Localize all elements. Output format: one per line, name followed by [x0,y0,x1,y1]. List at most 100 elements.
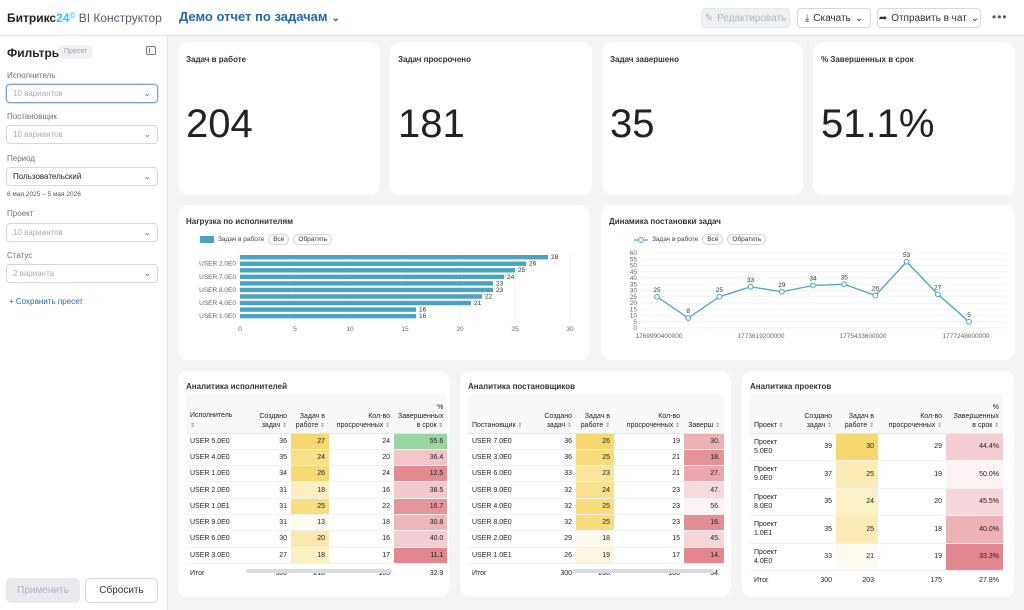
data-point[interactable] [903,258,910,265]
legend-invert-button[interactable]: Обратить [727,234,767,245]
column-header[interactable]: Заверш ⇕ [684,395,724,434]
legend-label[interactable]: Задач в работе [652,236,699,243]
table-row[interactable]: USER 2.0E0 29 18 15 45. [468,530,724,548]
column-header[interactable]: Создано задач ⇕ [243,395,291,434]
table-row[interactable]: USER 4.0E0 32 25 23 56. [468,498,724,515]
table-row[interactable]: USER 1.0E0 34 26 24 12.5 [186,465,448,483]
column-header[interactable]: Кол-во просроченных ⇕ [878,395,946,434]
filter-select-project[interactable]: 10 вариантов ⌄ [6,223,158,242]
data-point[interactable] [654,293,660,300]
report-title-dropdown[interactable]: Демо отчет по задачам ⌄ [179,9,340,24]
column-header[interactable]: Задач в работе ⇕ [291,395,329,434]
column-header[interactable]: Кол-во просроченных ⇕ [329,395,394,434]
send-to-chat-button[interactable]: ➦ Отправить в чат ⌄ [877,8,981,28]
sort-icon[interactable]: ⇕ [935,422,942,429]
horizontal-scrollbar[interactable] [246,569,392,573]
table-cell: 27. [684,465,724,483]
table-row[interactable]: USER 7.0E0 36 26 19 30. [468,433,724,450]
data-point[interactable] [778,288,785,295]
column-header[interactable]: % Завершенных в срок ⇕ [946,395,1003,434]
bar[interactable] [240,261,526,266]
preset-badge[interactable]: Пресет [58,45,94,59]
bar[interactable] [240,274,504,280]
table-row[interactable]: Проект 8.0E0 35 24 20 45.5% [750,488,1003,516]
column-header[interactable]: Исполнитель ⇕ [186,395,243,434]
sort-icon[interactable]: ⇕ [777,422,784,429]
bar[interactable] [240,268,515,273]
data-point[interactable] [747,283,754,290]
table-row[interactable]: USER 5.0E0 36 27 24 55.6 [186,433,448,450]
filter-select-period[interactable]: Пользовательский ⌄ [6,167,158,186]
horizontal-scrollbar[interactable] [572,569,714,573]
table-row[interactable]: USER 8.0E0 32 25 23 16. [468,514,724,532]
edit-button[interactable]: ✎ Редактировать [701,8,790,28]
bar[interactable] [240,294,482,299]
bar[interactable] [240,255,548,260]
filter-select-status[interactable]: 2 варианта ⌄ [6,264,158,283]
table-row[interactable]: Проект 4.0E0 33 21 19 33.3% [750,543,1003,571]
data-point[interactable] [841,281,848,288]
column-header[interactable]: Задач в работе ⇕ [576,395,614,434]
app-logo[interactable]: Битрикс24© BI Конструктор [7,11,162,25]
bar[interactable] [240,287,493,293]
more-menu-icon[interactable]: ••• [992,10,1008,24]
reset-button[interactable]: Сбросить [85,578,158,603]
sort-icon[interactable]: ⇕ [713,422,720,429]
table-row[interactable]: USER 9.0E0 32 24 23 47. [468,481,724,499]
sort-icon[interactable]: ⇕ [565,422,572,429]
table-row[interactable]: USER 1.0E1 26 19 17 14. [468,547,724,564]
legend-all-button[interactable]: Всё [268,234,290,245]
collapse-sidebar-icon[interactable] [146,46,156,55]
data-point[interactable] [934,291,941,298]
data-point[interactable] [872,292,879,299]
table-row[interactable]: USER 3.0E0 27 18 17 11.1 [186,547,448,564]
sort-icon[interactable]: ⇕ [603,422,610,429]
table-row[interactable]: USER 9.0E0 31 13 18 30.8 [186,514,448,532]
column-header[interactable]: Кол-во просроченных ⇕ [614,395,684,434]
table-row[interactable]: USER 2.0E0 31 18 16 38.5 [186,481,448,499]
legend-label[interactable]: Задач в работе [218,236,265,243]
bar[interactable] [240,281,493,286]
sort-icon[interactable]: ⇕ [825,422,832,429]
table-row[interactable]: USER 3.0E0 36 25 21 18. [468,449,724,467]
save-preset-link[interactable]: + Сохранить пресет [9,297,83,306]
sort-icon[interactable]: ⇕ [190,422,196,429]
legend-all-button[interactable]: Всё [702,234,724,245]
sort-icon[interactable]: ⇕ [280,422,287,429]
data-point[interactable] [685,315,692,321]
total-cell: 32.9 [394,563,448,584]
bar[interactable] [240,300,471,306]
bar[interactable] [240,307,416,312]
data-point[interactable] [716,293,723,300]
table-row[interactable]: USER 6.0E0 30 20 16 40.0 [186,530,448,548]
sort-icon[interactable]: ⇕ [383,422,390,429]
bar[interactable] [240,313,416,319]
sort-icon[interactable]: ⇕ [867,422,874,429]
download-button[interactable]: ⤓ Скачать ⌄ [797,8,871,28]
column-header[interactable]: Проект ⇕ [750,395,791,434]
table-row[interactable]: USER 1.0E1 31 25 22 16.7 [186,498,448,515]
legend-invert-button[interactable]: Обратить [293,234,333,245]
table-row[interactable]: USER 4.0E0 35 24 20 36.4 [186,449,448,467]
column-header[interactable]: Создано задач ⇕ [532,395,576,434]
table-row[interactable]: Проект 5.0E0 39 30 29 44.4% [750,433,1003,461]
kpi-value: 204 [186,102,253,146]
sort-icon[interactable]: ⇕ [992,422,999,429]
column-header[interactable]: % Завершенных в срок ⇕ [394,395,448,434]
filter-select-performer[interactable]: 10 вариантов ⌄ [6,84,158,103]
data-point[interactable] [966,318,972,325]
column-header[interactable]: Создано задач ⇕ [791,395,836,434]
sort-icon[interactable]: ⇕ [436,422,444,429]
sort-icon[interactable]: ⇕ [673,422,680,429]
apply-button[interactable]: Применить [6,578,80,603]
sort-icon[interactable]: ⇕ [318,422,325,429]
sort-icon[interactable]: ⇕ [515,422,523,429]
table-row[interactable]: USER 6.0E0 33 23 21 27. [468,465,724,483]
table-row[interactable]: Проект 1.0E1 35 25 18 40.0% [750,515,1003,544]
data-point[interactable] [810,282,816,289]
column-header[interactable]: Постановщик ⇕ [468,395,532,434]
table-row[interactable]: Проект 9.0E0 37 25 19 50.0% [750,460,1003,489]
column-header[interactable]: Задач в работе ⇕ [836,395,878,434]
legend-swatch[interactable] [200,236,214,243]
filter-select-creator[interactable]: 10 вариантов ⌄ [6,125,158,144]
